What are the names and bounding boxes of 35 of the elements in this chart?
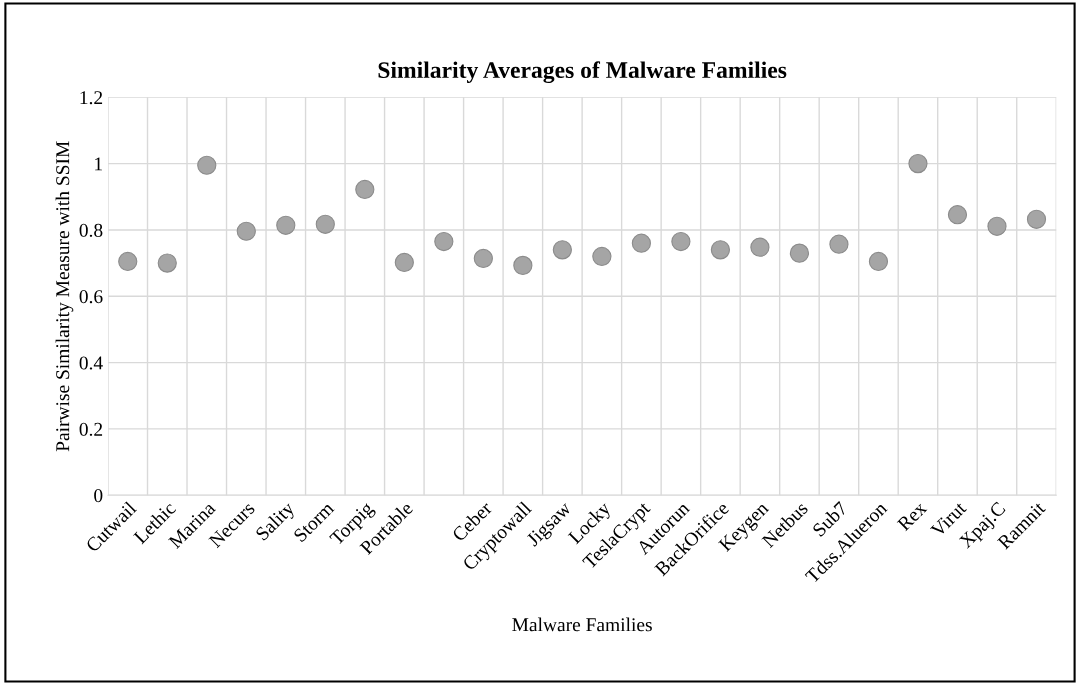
point — [118, 251, 138, 272]
x-tick-label: Rex — [896, 500, 928, 532]
point — [552, 240, 572, 260]
point — [473, 248, 493, 269]
point — [434, 231, 454, 252]
point — [987, 216, 1007, 236]
point — [750, 237, 770, 257]
x-axis-title: Malware Families — [512, 617, 652, 632]
y-tick-label: 0 — [94, 489, 103, 503]
point — [908, 153, 928, 174]
point — [394, 252, 414, 273]
point — [1026, 209, 1047, 229]
point — [157, 253, 177, 273]
point — [789, 243, 810, 263]
point — [592, 246, 612, 267]
point — [236, 221, 256, 241]
point — [315, 214, 335, 234]
point — [868, 251, 889, 272]
y-tick-label: 0.4 — [79, 356, 103, 370]
point — [947, 205, 968, 225]
point — [513, 255, 533, 276]
chart-title: Similarity Averages of Malware Families — [378, 61, 787, 84]
point — [631, 233, 651, 253]
y-tick-label: 1 — [95, 157, 102, 171]
point — [355, 179, 375, 200]
y-tick-label: 0.8 — [79, 223, 103, 237]
point — [276, 215, 296, 235]
y-tick-label: 1.2 — [80, 91, 103, 105]
y-tick-label: 0.6 — [79, 290, 103, 304]
y-axis-title: Pairwise Similarity Measure with SSIM — [55, 141, 74, 452]
point — [671, 231, 691, 252]
point — [197, 155, 217, 175]
point — [710, 240, 731, 260]
y-tick-label: 0.2 — [79, 422, 103, 436]
point — [829, 234, 849, 254]
